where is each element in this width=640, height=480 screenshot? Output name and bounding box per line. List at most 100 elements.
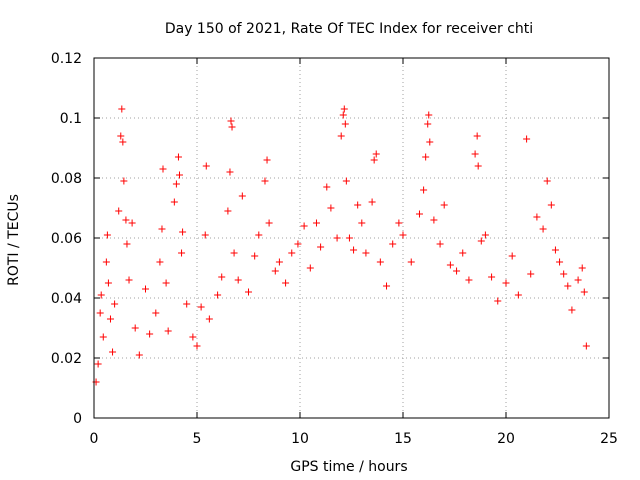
data-point bbox=[420, 186, 428, 194]
y-tick-label: 0.08 bbox=[51, 171, 82, 187]
data-point bbox=[201, 231, 209, 239]
data-point bbox=[337, 132, 345, 140]
data-point bbox=[102, 258, 110, 266]
data-point bbox=[245, 288, 252, 296]
data-point bbox=[471, 150, 479, 158]
data-point bbox=[230, 249, 238, 257]
data-point bbox=[189, 333, 197, 341]
y-tick-label: 0.04 bbox=[51, 291, 82, 307]
data-point bbox=[205, 315, 213, 323]
data-point bbox=[172, 180, 180, 188]
data-point bbox=[238, 192, 246, 200]
data-point bbox=[159, 165, 167, 173]
data-point bbox=[399, 231, 407, 239]
data-point bbox=[170, 198, 178, 206]
data-point bbox=[342, 177, 350, 185]
data-point bbox=[465, 276, 473, 284]
data-point bbox=[128, 219, 136, 227]
data-point bbox=[578, 264, 586, 272]
data-point bbox=[224, 207, 232, 215]
data-point bbox=[261, 177, 269, 185]
data-point bbox=[568, 306, 576, 314]
data-point bbox=[263, 156, 271, 164]
data-point bbox=[527, 270, 535, 278]
data-point bbox=[175, 171, 183, 179]
data-point bbox=[539, 225, 547, 233]
data-point bbox=[582, 342, 590, 350]
data-point bbox=[97, 291, 105, 299]
data-point bbox=[323, 183, 331, 191]
data-point bbox=[197, 303, 205, 311]
data-point bbox=[425, 111, 433, 119]
data-point bbox=[109, 348, 117, 356]
data-point bbox=[183, 300, 191, 308]
data-point bbox=[333, 234, 341, 242]
x-tick-label: 25 bbox=[600, 431, 618, 447]
data-point bbox=[312, 219, 320, 227]
data-point bbox=[282, 279, 290, 287]
data-point bbox=[214, 291, 222, 299]
data-point bbox=[103, 231, 111, 239]
data-point bbox=[426, 138, 434, 146]
y-axis-label: ROTI / TECUs bbox=[6, 194, 22, 286]
data-point bbox=[265, 219, 273, 227]
data-point bbox=[430, 216, 438, 224]
y-tick-label: 0.06 bbox=[51, 231, 82, 247]
data-point bbox=[164, 327, 172, 335]
data-point bbox=[407, 258, 415, 266]
x-axis-label: GPS time / hours bbox=[290, 459, 407, 475]
data-point bbox=[494, 297, 502, 305]
data-point bbox=[131, 324, 139, 332]
data-point bbox=[115, 207, 123, 215]
x-tick-label: 10 bbox=[291, 431, 309, 447]
data-point bbox=[523, 135, 531, 143]
data-point bbox=[383, 282, 391, 290]
y-tick-label: 0 bbox=[73, 411, 82, 427]
data-point bbox=[271, 267, 279, 275]
data-point bbox=[543, 177, 551, 185]
data-point bbox=[564, 282, 572, 290]
data-point bbox=[477, 237, 485, 245]
data-point bbox=[389, 240, 397, 248]
data-point bbox=[415, 210, 423, 218]
chart-title: Day 150 of 2021, Rate Of TEC Index for r… bbox=[165, 21, 533, 37]
data-point bbox=[341, 120, 349, 128]
data-point bbox=[178, 249, 186, 257]
data-point bbox=[551, 246, 559, 254]
data-point bbox=[370, 156, 378, 164]
data-point bbox=[502, 279, 510, 287]
data-point bbox=[376, 258, 384, 266]
data-point bbox=[96, 309, 104, 317]
data-point bbox=[580, 288, 588, 296]
x-tick-label: 5 bbox=[193, 431, 202, 447]
data-point bbox=[94, 360, 102, 368]
data-point bbox=[122, 216, 130, 224]
data-point bbox=[327, 204, 335, 212]
data-points bbox=[92, 105, 590, 386]
data-point bbox=[218, 273, 226, 281]
data-point bbox=[547, 201, 555, 209]
data-point bbox=[340, 105, 348, 113]
data-point bbox=[118, 105, 126, 113]
data-point bbox=[117, 132, 125, 140]
data-point bbox=[424, 120, 432, 128]
y-tick-label: 0.12 bbox=[51, 51, 82, 67]
data-point bbox=[372, 150, 380, 158]
data-point bbox=[120, 177, 128, 185]
axis-tick-labels: 0 5 10 15 20 25 0 0.02 0.04 0.06 0.08 0.1 0.12 bbox=[51, 51, 618, 447]
data-point bbox=[453, 267, 461, 275]
data-point bbox=[106, 315, 114, 323]
data-point bbox=[104, 279, 112, 287]
data-point bbox=[288, 249, 296, 257]
data-point bbox=[350, 246, 358, 254]
data-point bbox=[275, 258, 283, 266]
data-point bbox=[436, 240, 444, 248]
data-point bbox=[142, 285, 149, 293]
data-point bbox=[152, 309, 160, 317]
data-point bbox=[119, 138, 127, 146]
data-point bbox=[158, 225, 166, 233]
data-point bbox=[125, 276, 133, 284]
data-point bbox=[368, 198, 376, 206]
